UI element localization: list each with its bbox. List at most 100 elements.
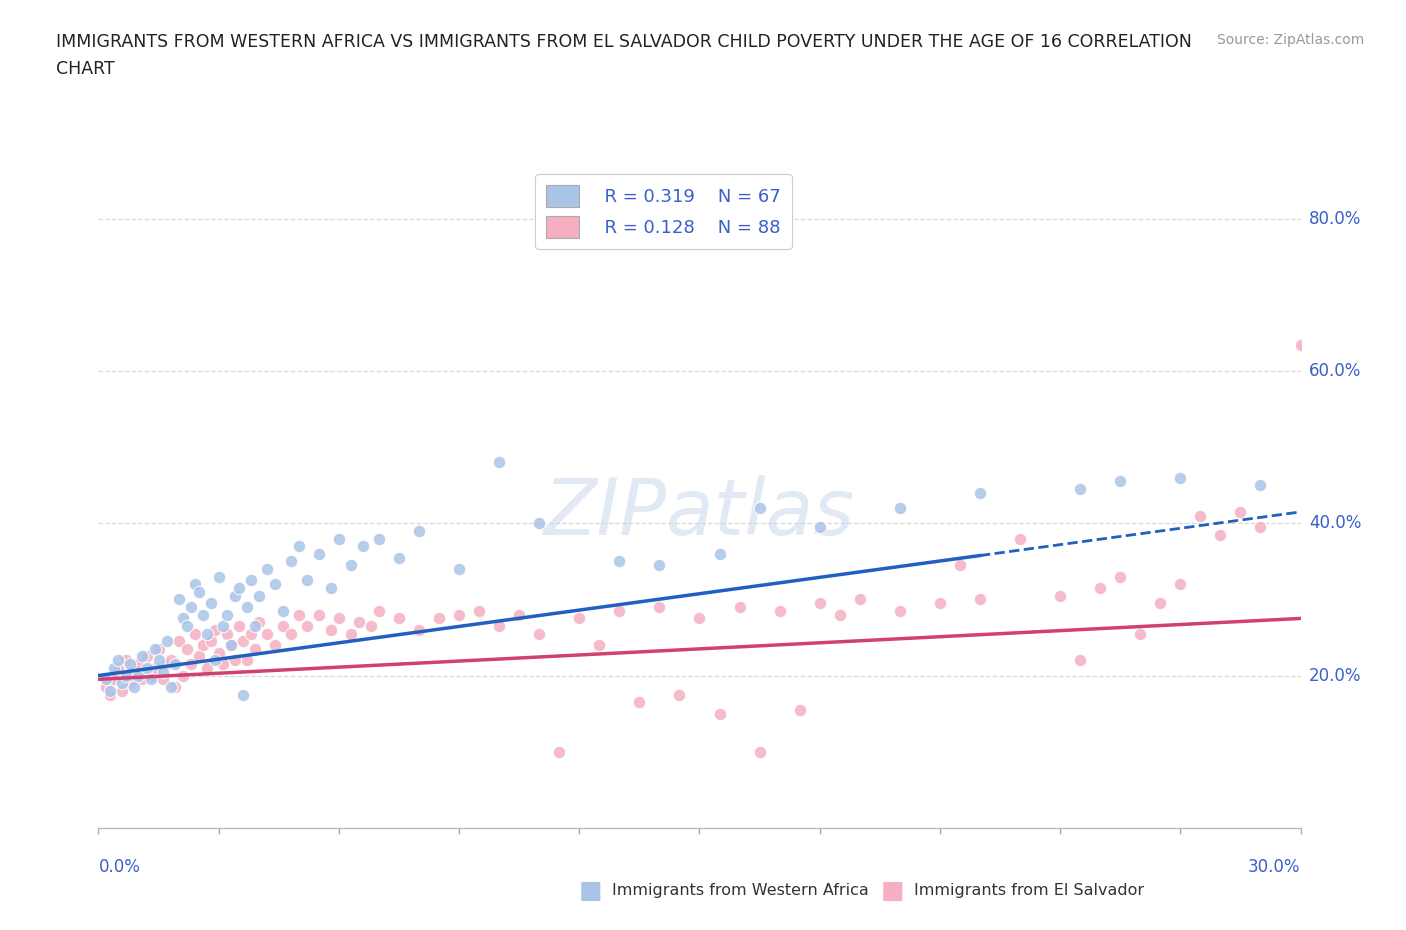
Point [235, 653, 257, 668]
Text: IMMIGRANTS FROM WESTERN AFRICA VS IMMIGRANTS FROM EL SALVADOR CHILD POVERTY UNDE: IMMIGRANTS FROM WESTERN AFRICA VS IMMIGR… [56, 33, 1192, 50]
Point [124, 680, 146, 695]
Point [748, 500, 770, 515]
Point [232, 687, 254, 702]
Point [688, 611, 710, 626]
Point [447, 562, 470, 577]
Point [488, 455, 510, 470]
Point [388, 551, 411, 565]
Point [548, 744, 571, 759]
Point [163, 680, 186, 695]
Text: ■: ■ [579, 879, 602, 903]
Point [208, 569, 231, 584]
Point [131, 649, 153, 664]
Point [111, 676, 134, 691]
Text: CHART: CHART [56, 60, 115, 78]
Point [1109, 569, 1132, 584]
Point [239, 573, 262, 588]
Point [328, 531, 350, 546]
Point [96, 680, 118, 695]
Point [828, 607, 851, 622]
Point [128, 668, 150, 683]
Point [1229, 504, 1251, 519]
Point [155, 657, 177, 671]
Point [288, 607, 311, 622]
Point [167, 592, 190, 607]
Point [96, 671, 118, 686]
Point [628, 695, 651, 710]
Point [308, 607, 330, 622]
Point [172, 668, 194, 683]
Text: ZIPatlas: ZIPatlas [544, 475, 855, 551]
Point [748, 744, 770, 759]
Text: Immigrants from Western Africa: Immigrants from Western Africa [612, 884, 869, 898]
Point [256, 626, 278, 641]
Point [1170, 471, 1192, 485]
Text: Immigrants from El Salvador: Immigrants from El Salvador [914, 884, 1144, 898]
Point [191, 638, 214, 653]
Point [529, 626, 551, 641]
Point [176, 642, 198, 657]
Point [768, 604, 790, 618]
Point [167, 634, 190, 649]
Point [172, 611, 194, 626]
Point [239, 626, 262, 641]
Point [195, 660, 218, 675]
Point [115, 668, 138, 683]
Point [347, 615, 370, 630]
Point [235, 600, 257, 615]
Point [100, 687, 122, 702]
Point [111, 684, 134, 698]
Point [211, 618, 233, 633]
Point [228, 618, 250, 633]
Point [789, 702, 811, 717]
Text: 80.0%: 80.0% [1309, 210, 1361, 228]
Point [155, 634, 177, 649]
Point [295, 573, 318, 588]
Point [243, 618, 266, 633]
Point [139, 668, 162, 683]
Point [648, 600, 671, 615]
Point [1088, 580, 1111, 595]
Point [215, 626, 238, 641]
Point [204, 622, 226, 637]
Point [124, 664, 146, 679]
Point [969, 485, 991, 500]
Point [200, 634, 222, 649]
Point [219, 638, 242, 653]
Point [107, 653, 129, 668]
Text: 30.0%: 30.0% [1249, 858, 1301, 876]
Point [115, 653, 138, 668]
Point [195, 626, 218, 641]
Point [208, 645, 231, 660]
Point [1129, 626, 1152, 641]
Text: 0.0%: 0.0% [98, 858, 141, 876]
Point [159, 680, 181, 695]
Point [107, 660, 129, 675]
Point [176, 618, 198, 633]
Point [408, 524, 430, 538]
Point [360, 618, 382, 633]
Point [949, 558, 972, 573]
Text: Source: ZipAtlas.com: Source: ZipAtlas.com [1216, 33, 1364, 46]
Point [247, 615, 270, 630]
Point [352, 538, 374, 553]
Point [263, 638, 285, 653]
Point [728, 600, 751, 615]
Point [135, 660, 157, 675]
Point [1209, 527, 1232, 542]
Point [243, 642, 266, 657]
Point [263, 577, 285, 591]
Point [388, 611, 411, 626]
Point [508, 607, 530, 622]
Point [295, 618, 318, 633]
Point [328, 611, 350, 626]
Point [159, 653, 181, 668]
Point [100, 684, 122, 698]
Point [529, 516, 551, 531]
Text: ■: ■ [882, 879, 904, 903]
Point [427, 611, 450, 626]
Point [103, 671, 125, 686]
Point [224, 588, 246, 603]
Text: 20.0%: 20.0% [1309, 667, 1361, 684]
Point [200, 596, 222, 611]
